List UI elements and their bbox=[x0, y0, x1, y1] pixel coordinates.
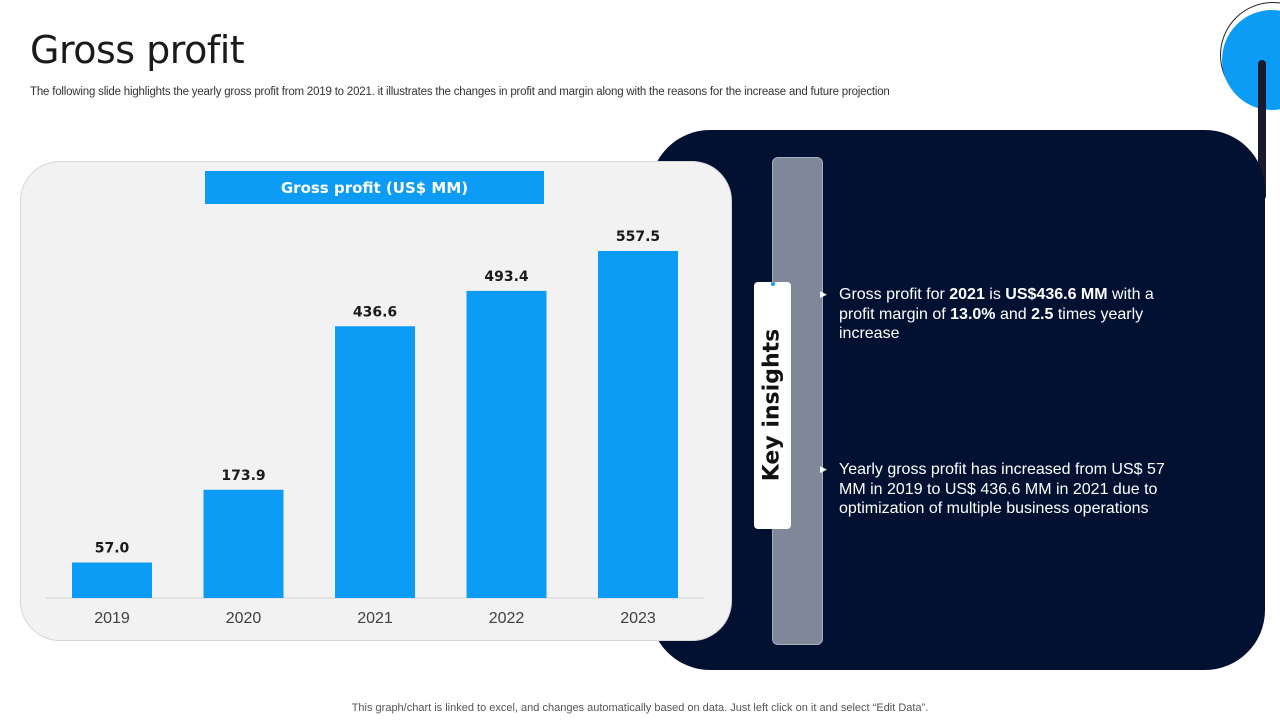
chart-title: Gross profit (US$ MM) bbox=[205, 171, 544, 204]
bar-2021[interactable] bbox=[335, 326, 415, 598]
bar-2023[interactable] bbox=[598, 251, 678, 598]
x-tick-label-2019: 2019 bbox=[94, 610, 130, 627]
value-label-2021: 436.6 bbox=[353, 304, 397, 320]
insight-1-text-5: times yearly increase bbox=[839, 305, 1144, 343]
insight-item-2: ▶ Yearly gross profit has increased from… bbox=[820, 460, 1184, 519]
key-insights-tab bbox=[754, 282, 791, 529]
insight-1-text-2: is bbox=[984, 286, 1006, 303]
x-tick-label-2023: 2023 bbox=[620, 610, 656, 627]
decorative-bar bbox=[1258, 60, 1266, 200]
insight-1-multiplier: 2.5 bbox=[1031, 305, 1054, 323]
page-title: Gross profit bbox=[30, 28, 245, 72]
bar-2019[interactable] bbox=[72, 562, 152, 598]
insight-2-text: Yearly gross profit has increased from U… bbox=[839, 461, 1165, 517]
insight-1-text: Gross profit for bbox=[839, 286, 950, 303]
x-tick-label-2021: 2021 bbox=[357, 610, 393, 627]
insight-1-text-3: with a profit margin of bbox=[839, 286, 1154, 323]
page-subtitle: The following slide highlights the yearl… bbox=[30, 86, 890, 98]
insights-panel bbox=[650, 130, 1265, 670]
insight-1-text-4: and bbox=[995, 305, 1032, 323]
value-label-2020: 173.9 bbox=[221, 468, 265, 484]
insight-1-amount: US$436.6 MM bbox=[1005, 286, 1108, 303]
value-label-2022: 493.4 bbox=[484, 269, 529, 285]
value-label-2019: 57.0 bbox=[95, 541, 130, 557]
insight-item-1: ▶ Gross profit for 2021 is US$436.6 MM w… bbox=[820, 285, 1179, 344]
accent-dot bbox=[771, 282, 775, 286]
bullet-arrow-icon: ▶ bbox=[820, 289, 827, 299]
value-label-2023: 557.5 bbox=[616, 229, 660, 245]
insight-1-year: 2021 bbox=[949, 286, 985, 303]
bullet-arrow-icon: ▶ bbox=[820, 464, 827, 474]
key-insights-label: Key insights bbox=[759, 328, 785, 482]
x-tick-label-2020: 2020 bbox=[226, 610, 262, 627]
bar-2020[interactable] bbox=[203, 489, 284, 598]
bar-2022[interactable] bbox=[466, 290, 547, 598]
x-tick-label-2022: 2022 bbox=[489, 610, 525, 627]
insight-1-margin: 13.0% bbox=[950, 305, 996, 323]
footer-note: This graph/chart is linked to excel, and… bbox=[351, 702, 929, 714]
